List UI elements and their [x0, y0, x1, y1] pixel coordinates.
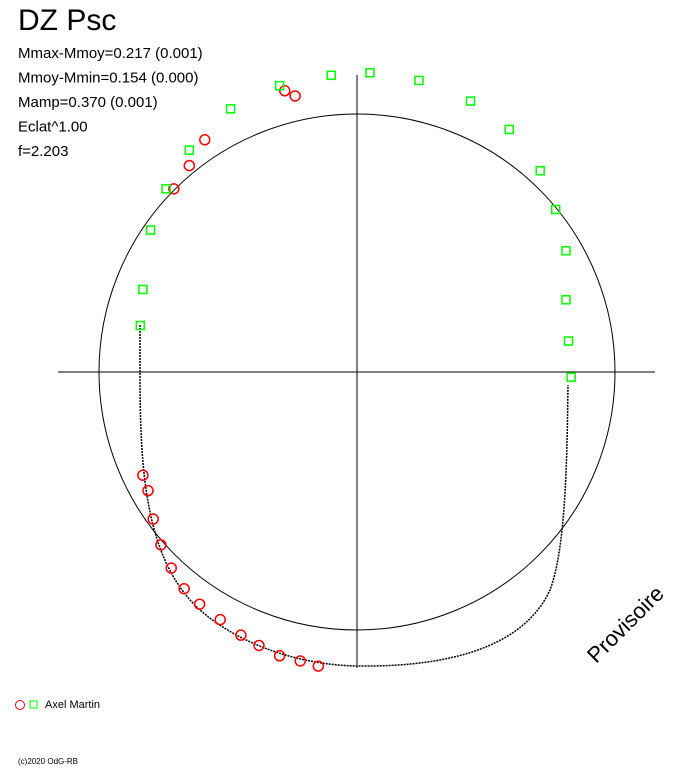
point — [137, 469, 149, 481]
point — [312, 660, 325, 672]
point — [199, 134, 211, 146]
point — [168, 183, 180, 195]
point — [184, 145, 195, 155]
point — [147, 513, 159, 525]
model-curve — [139, 325, 569, 667]
point — [193, 598, 206, 610]
stat-line: Mmax-Mmoy=0.217 (0.001) — [18, 45, 203, 62]
point — [535, 166, 545, 176]
point — [326, 70, 336, 81]
point — [138, 284, 148, 295]
points — [135, 67, 576, 672]
stat-line: Eclat^1.00 — [18, 118, 88, 135]
point — [178, 582, 190, 595]
point — [183, 159, 196, 172]
point — [155, 539, 167, 551]
point — [504, 124, 514, 135]
point — [142, 484, 154, 497]
point — [365, 67, 375, 78]
point — [165, 562, 177, 574]
point — [161, 184, 171, 194]
point — [566, 372, 576, 382]
credit: (c)2020 OdG-RB — [18, 757, 78, 766]
point — [465, 96, 476, 106]
legend-marker — [29, 700, 38, 709]
point — [253, 639, 265, 652]
point — [214, 613, 227, 626]
stat-line: Mmoy-Mmin=0.154 (0.000) — [18, 69, 198, 86]
legend-marker — [15, 700, 25, 710]
chart-title: DZ Psc — [18, 4, 116, 37]
point — [550, 204, 561, 215]
point — [294, 655, 306, 667]
point — [273, 650, 286, 662]
point — [561, 295, 571, 305]
point — [235, 629, 247, 641]
point — [135, 320, 146, 331]
stat-line: Mamp=0.370 (0.001) — [18, 94, 158, 111]
point — [561, 245, 571, 256]
point — [289, 90, 301, 102]
point — [274, 80, 285, 91]
point — [145, 225, 156, 235]
watermark: Provisoire — [582, 581, 669, 668]
stats: Mmax-Mmoy=0.217 (0.001) Mmoy-Mmin=0.154 (… — [18, 45, 203, 160]
point — [225, 104, 236, 114]
point — [279, 85, 291, 97]
point — [563, 336, 574, 346]
stat-line: f=2.203 — [18, 143, 68, 160]
point — [414, 75, 424, 86]
legend-label: Axel Martin — [45, 699, 100, 711]
